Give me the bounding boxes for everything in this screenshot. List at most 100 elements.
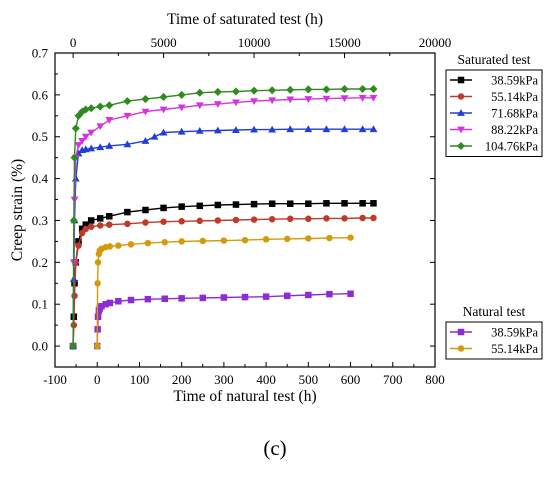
series-natural-test-0 (93, 290, 354, 350)
data-point (358, 125, 367, 133)
data-point (213, 87, 222, 96)
legend-item: 71.68kPa (450, 107, 538, 121)
data-point (159, 92, 168, 101)
series-line (96, 293, 351, 347)
legend-marker (457, 93, 465, 100)
data-point (250, 200, 258, 208)
data-point (369, 94, 378, 102)
x-tick-label: 600 (341, 372, 361, 387)
data-point (81, 105, 90, 114)
data-point (322, 95, 331, 103)
data-point (326, 290, 333, 298)
x2-tick-label: 15000 (328, 35, 361, 50)
data-point (241, 236, 249, 244)
data-point (286, 200, 294, 207)
data-point (286, 85, 295, 94)
data-point (105, 101, 114, 110)
data-point (359, 214, 366, 222)
data-point (322, 85, 331, 94)
data-point (286, 96, 295, 104)
data-point (341, 215, 348, 222)
data-point (232, 201, 240, 208)
data-point (105, 117, 114, 124)
data-point (250, 86, 259, 95)
data-point (123, 140, 132, 148)
data-point (74, 111, 83, 120)
y-tick-label: 0.1 (32, 297, 48, 312)
series-saturated-test-2 (69, 125, 378, 349)
data-point (106, 299, 114, 307)
data-point (82, 225, 90, 233)
data-point (196, 217, 204, 225)
data-point (93, 342, 101, 350)
data-point (96, 123, 105, 131)
series-saturated-test-3 (69, 94, 378, 350)
data-point (127, 296, 135, 304)
data-point (102, 300, 109, 308)
data-point (231, 87, 240, 96)
data-point (123, 112, 132, 120)
data-point (323, 215, 330, 222)
data-point (178, 238, 185, 245)
data-point (150, 132, 159, 140)
series-natural-test-1 (93, 234, 354, 350)
data-point (78, 137, 87, 145)
series-line (72, 97, 374, 347)
legend-item: 55.14kPa (450, 90, 538, 104)
legend-label: 104.76kPa (485, 140, 539, 154)
y-tick-label: 0.4 (32, 171, 49, 186)
data-point (304, 96, 313, 103)
data-point (96, 143, 105, 151)
data-point (81, 145, 90, 153)
data-point (75, 238, 82, 245)
x-tick-label: 0 (94, 372, 101, 387)
data-point (106, 213, 113, 220)
data-point (87, 223, 95, 230)
data-point (144, 295, 152, 303)
data-point (161, 238, 169, 246)
legend-label: 88.22kPa (491, 123, 538, 137)
legend-item: 104.76kPa (450, 140, 538, 154)
series-saturated-test-4 (69, 84, 378, 351)
x2-tick-label: 0 (70, 35, 77, 50)
x2-tick-label: 10000 (238, 35, 271, 50)
data-point (347, 234, 354, 241)
data-point (347, 290, 354, 297)
data-point (262, 293, 270, 300)
data-point (305, 215, 312, 223)
legend-label: 55.14kPa (491, 342, 538, 356)
data-point (124, 220, 131, 228)
data-point (250, 216, 258, 223)
data-point (105, 142, 114, 149)
data-point (232, 99, 240, 107)
data-point (141, 95, 150, 104)
x-tick-label: 300 (214, 372, 234, 387)
y-tick-label: 0.2 (32, 255, 48, 270)
data-point (87, 144, 96, 152)
data-point (78, 225, 86, 233)
data-point (286, 215, 294, 223)
data-point (341, 200, 348, 207)
data-point (250, 98, 258, 106)
data-point (199, 237, 207, 245)
data-point (322, 125, 331, 133)
legend-item: 88.22kPa (450, 123, 538, 137)
data-point (220, 237, 228, 244)
legend-marker (457, 126, 465, 134)
x-tick-label: 500 (299, 372, 319, 387)
data-point (232, 126, 240, 133)
data-point (304, 125, 313, 133)
legend-box (445, 321, 543, 360)
panel-label: (c) (263, 436, 287, 460)
data-point (262, 236, 270, 243)
data-point (98, 303, 105, 310)
x-tick-label: -100 (43, 372, 67, 387)
data-point (196, 202, 204, 210)
data-point (214, 217, 222, 224)
data-point (142, 219, 149, 226)
legend-marker (457, 76, 465, 84)
data-point (178, 218, 185, 225)
data-point (81, 133, 90, 141)
series-saturated-test-0 (69, 200, 377, 350)
legend-item: 55.14kPa (450, 342, 538, 356)
